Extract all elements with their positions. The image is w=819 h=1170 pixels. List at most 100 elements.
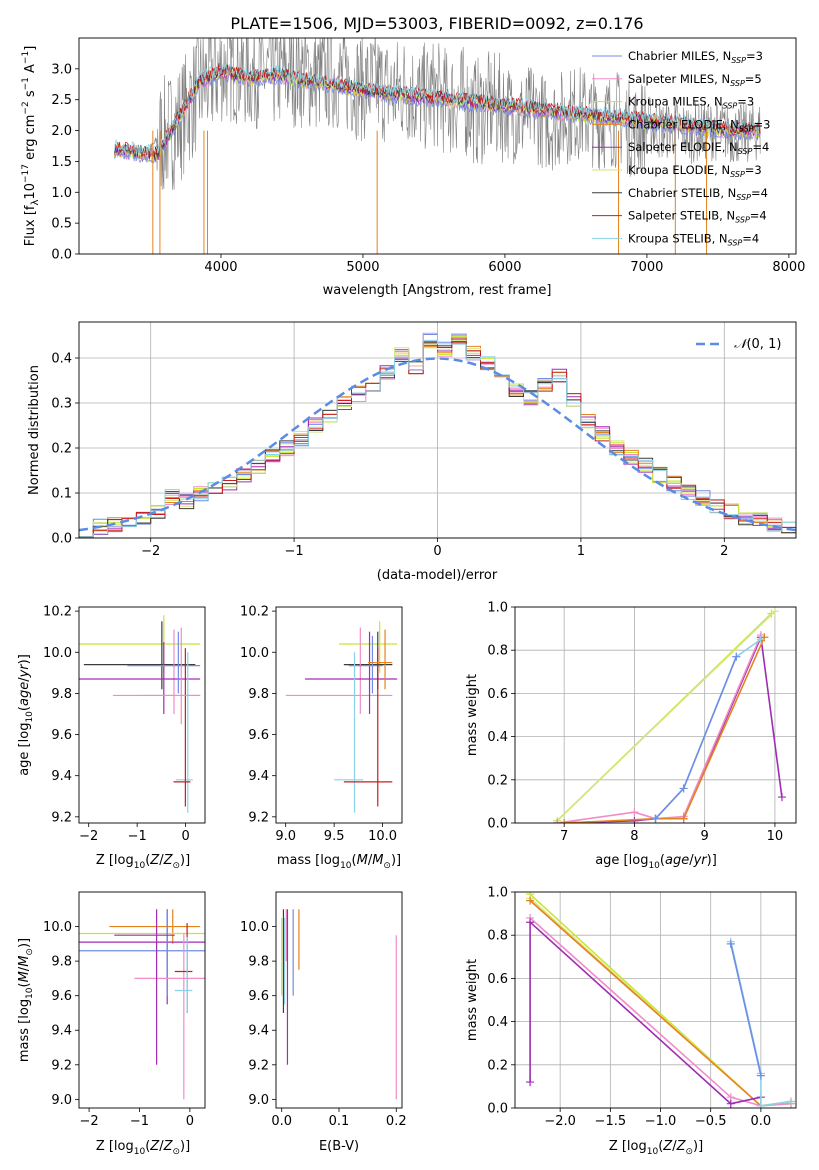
weight-vs-age-marker-4-2 [679, 814, 688, 823]
residuals-frame [78, 321, 797, 539]
residuals-ylabel: Normed distribution [27, 365, 42, 495]
panel-mass-vs-z: −2 −1 0 9.0 9.2 9.4 9.6 9.8 10.0 [43, 891, 206, 1129]
weight-vs-z-ytick-label-5: 1.0 [487, 886, 508, 901]
weight-vs-z-ytick-label-0: 0.0 [487, 1102, 508, 1117]
weight-vs-z-ylabel: mass weight [465, 959, 480, 1041]
mass-vs-z-ylabel: mass [log10(M/M⊙)] [17, 938, 35, 1062]
weight-vs-age-xtick-label-2: 9 [701, 829, 709, 844]
weight-vs-age-ytick-label-0: 0.0 [487, 817, 508, 832]
age-vs-mass-xtick-label-1: 9.5 [324, 829, 345, 844]
spectrum-ytick-label-6: 3.0 [51, 62, 72, 77]
age-vs-mass-ytick-label-5: 10.2 [240, 605, 269, 620]
mass-vs-z-xtick-label-2: 0 [186, 1114, 194, 1129]
weight-vs-age-marker-6-0 [651, 814, 660, 823]
mass-vs-z-xtick-label-1: −1 [130, 1114, 149, 1129]
spectrum-ytick-label-3: 1.5 [51, 155, 72, 170]
spectrum-legend-label-2: Kroupa MILES, NSSP=3 [628, 95, 754, 111]
weight-vs-z-marker-6-0 [726, 939, 735, 948]
weight-vs-z-frame [514, 891, 797, 1109]
residuals-xtick-label-3: 1 [577, 544, 585, 559]
spectrum-ytick-label-0: 0.0 [51, 248, 72, 263]
normal-legend-label: 𝒩(0, 1) [734, 337, 781, 352]
mass-vs-ebv-xtick-label-0: 0.0 [271, 1114, 292, 1129]
spectrum-frame [78, 37, 797, 255]
mass-vs-z-plot-area [79, 909, 205, 1100]
age-vs-z-xlabel: Z [log10(Z/Z⊙)] [96, 853, 190, 871]
spectrum-plot-area [114, 38, 761, 254]
spectrum-xtick-label-1: 5000 [346, 260, 379, 275]
weight-vs-age-marker-2-5 [777, 793, 786, 802]
age-vs-mass-xtick-label-0: 9.0 [275, 829, 296, 844]
spectrum-legend: Chabrier MILES, NSSP=3 Salpeter MILES, NS… [592, 49, 770, 247]
age-vs-z-ytick-label-1: 9.4 [51, 769, 72, 784]
residuals-xtick-label-2: 0 [433, 544, 441, 559]
mass-vs-ebv-frame [275, 891, 403, 1109]
age-vs-mass-ytick-label-3: 9.8 [248, 687, 269, 702]
mass-vs-z-ytick-label-4: 9.8 [51, 955, 72, 970]
spectrum-legend-label-4: Salpeter ELODIE, NSSP=4 [628, 140, 769, 156]
weight-vs-z-xtick-label-3: −0.5 [695, 1114, 727, 1129]
residuals-ytick-label-0: 0.0 [51, 532, 72, 547]
spectrum-legend-label-3: Chabrier ELODIE, NSSP=3 [628, 117, 770, 133]
panel-age-vs-z: −2 −1 0 9.2 9.4 9.6 9.8 10.0 10.2 [43, 605, 206, 844]
weight-vs-z-ytick-label-4: 0.8 [487, 929, 508, 944]
weight-vs-z-xtick-label-1: −1.5 [595, 1114, 627, 1129]
spectrum-xtick-label-4: 8000 [772, 260, 805, 275]
weight-vs-z-marker-5-3 [786, 1097, 795, 1106]
age-vs-mass-xtick-label-2: 10.0 [368, 829, 397, 844]
residual-histogram-8 [79, 339, 796, 538]
residuals-ytick-label-3: 0.3 [51, 397, 72, 412]
weight-vs-z-xtick-label-0: −2.0 [544, 1114, 576, 1129]
weight-vs-age-xtick-label-3: 10 [767, 829, 784, 844]
weight-vs-age-ytick-label-3: 0.6 [487, 687, 508, 702]
spectrum-xtick-label-2: 6000 [488, 260, 521, 275]
residuals-ytick-label-1: 0.1 [51, 487, 72, 502]
residuals-xtick-label-4: 2 [720, 544, 728, 559]
age-vs-mass-ytick-label-4: 10.0 [240, 646, 269, 661]
age-vs-mass-ytick-label-0: 9.2 [248, 810, 269, 825]
spectrum-legend-label-8: Kroupa STELIB, NSSP=4 [628, 231, 759, 247]
spectrum-legend-label-1: Salpeter MILES, NSSP=5 [628, 72, 762, 88]
mass-vs-z-ytick-label-3: 9.6 [51, 989, 72, 1004]
age-vs-mass-xlabel: mass [log10(M/M⊙)] [277, 853, 401, 871]
residuals-plot-area [79, 332, 796, 538]
age-vs-z-frame [78, 606, 206, 824]
spectrum-legend-label-6: Chabrier STELIB, NSSP=4 [628, 186, 768, 202]
spectrum-xtick-label-0: 4000 [204, 260, 237, 275]
age-vs-z-ytick-label-5: 10.2 [43, 605, 72, 620]
mass-vs-z-ytick-label-0: 9.0 [51, 1093, 72, 1108]
age-vs-z-xtick-label-2: 0 [181, 829, 189, 844]
weight-vs-age-plot-area [553, 607, 786, 823]
residuals-xlabel: (data-model)/error [377, 568, 498, 583]
weight-vs-z-ytick-label-3: 0.6 [487, 972, 508, 987]
age-vs-mass-frame [275, 606, 403, 824]
weight-vs-z-ytick-label-1: 0.2 [487, 1058, 508, 1073]
weight-vs-age-series-4 [564, 636, 766, 823]
age-vs-z-xtick-label-1: −1 [128, 829, 147, 844]
weight-vs-age-marker-4-0 [560, 819, 569, 823]
age-vs-z-ytick-label-4: 10.0 [43, 646, 72, 661]
age-vs-z-xtick-label-0: −2 [79, 829, 98, 844]
weight-vs-age-series-1 [556, 610, 776, 822]
mass-vs-ebv-ytick-label-4: 9.8 [248, 955, 269, 970]
weight-vs-z-marker-4-2 [726, 1099, 735, 1108]
spectrum-ylabel: Flux [fλ10−17 erg cm−2 s−1 A−1] [21, 46, 41, 247]
age-vs-z-ytick-label-2: 9.6 [51, 728, 72, 743]
weight-vs-age-marker-3-1 [630, 808, 639, 817]
mass-vs-z-ytick-label-5: 10.0 [43, 920, 72, 935]
weight-vs-z-plot-area [526, 892, 795, 1108]
weight-vs-age-ytick-label-1: 0.2 [487, 773, 508, 788]
mass-vs-ebv-ytick-label-5: 10.0 [240, 920, 269, 935]
panel-weight-vs-z: −2.0 −1.5 −1.0 −0.5 0.0 0.0 0.2 0.4 0.6 0.8 1.0 [487, 886, 797, 1129]
residuals-xtick-label-0: −2 [141, 544, 160, 559]
panel-residuals: −2 −1 0 1 2 0.0 0.1 0.2 0.3 0.4 𝒩(0, 1) [51, 321, 797, 559]
weight-vs-age-xtick-label-0: 7 [560, 829, 568, 844]
weight-vs-z-series-4 [529, 920, 762, 1105]
weight-vs-z-marker-4-0 [526, 1078, 535, 1087]
spectrum-ytick-label-2: 1.0 [51, 186, 72, 201]
spectrum-ytick-label-4: 2.0 [51, 124, 72, 139]
weight-vs-age-ytick-label-5: 1.0 [487, 601, 508, 616]
weight-vs-z-series-3 [529, 917, 792, 1107]
weight-vs-age-marker-6-1 [679, 784, 688, 793]
